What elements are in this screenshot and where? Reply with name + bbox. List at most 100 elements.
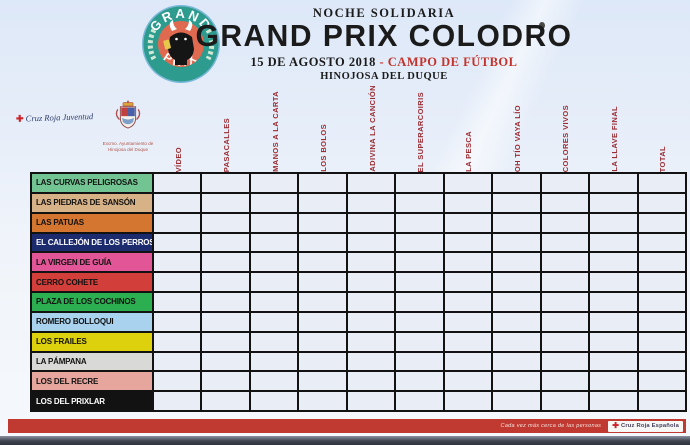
score-cell <box>250 332 298 351</box>
team-label: LAS CURVAS PELIGROSAS <box>32 174 152 192</box>
column-header-label: LA LLAVE FINAL <box>609 106 619 172</box>
score-cell <box>590 392 637 410</box>
event-title: GRAND PRIX COLODRO <box>195 19 573 54</box>
score-cell <box>493 273 540 291</box>
column-header: LA LLAVE FINAL <box>590 86 638 172</box>
score-cell <box>444 213 492 232</box>
red-cross-icon: ✚ <box>15 113 24 124</box>
red-cross-brand-icon: ✚ <box>612 421 619 430</box>
score-cell <box>444 253 492 272</box>
score-cell <box>154 352 201 371</box>
council-name: Excmo. Ayuntamiento de Hinojosa del Duqu… <box>100 141 156 152</box>
column-header-label: OH TÍO VAYA LÍO <box>512 104 522 172</box>
score-cell <box>396 213 443 232</box>
team-label: LAS PATUAS <box>32 213 152 232</box>
score-cell <box>444 392 492 410</box>
score-cell <box>299 293 346 311</box>
column-header: PASACALLES <box>202 86 250 172</box>
column-header-label: TOTAL <box>658 145 668 172</box>
score-cell <box>493 213 540 232</box>
score-cell <box>590 352 637 371</box>
column-header: EL SUPERARCOIRIS <box>396 86 444 172</box>
score-cell <box>493 253 540 272</box>
score-cell <box>202 273 249 291</box>
score-cell <box>154 213 201 232</box>
score-cell <box>590 273 637 291</box>
score-cell <box>299 233 346 252</box>
score-cell <box>590 312 637 331</box>
score-cell <box>541 193 589 212</box>
score-cell <box>250 352 298 371</box>
column-header: LA PESCA <box>445 86 493 172</box>
score-cell <box>493 293 540 311</box>
column-header-label: COLORES VIVOS <box>561 104 571 172</box>
score-cell <box>638 332 685 351</box>
column-header-label: ADIVINA LA CANCIÓN <box>367 85 377 172</box>
score-cell <box>541 312 589 331</box>
column-header-label: PASACALLES <box>222 117 232 172</box>
score-cell <box>541 352 589 371</box>
score-cell <box>444 273 492 291</box>
score-cell <box>396 312 443 331</box>
footer-banner: Cada vez más cerca de las personas ✚ Cru… <box>8 419 686 433</box>
team-label: LOS DEL RECRE <box>32 372 152 391</box>
score-cell <box>347 273 395 291</box>
score-cell <box>396 253 443 272</box>
score-cell <box>493 193 540 212</box>
score-cell <box>299 253 346 272</box>
score-cell <box>202 253 249 272</box>
score-cell <box>202 293 249 311</box>
council-crest-icon <box>115 100 141 129</box>
score-cell <box>638 312 685 331</box>
score-cell <box>493 332 540 351</box>
score-cell <box>154 372 201 391</box>
column-header: ADIVINA LA CANCIÓN <box>348 85 396 172</box>
score-cell <box>444 312 492 331</box>
column-header-label: VÍDEO <box>173 146 183 172</box>
footer-slogan: Cada vez más cerca de las personas <box>500 423 602 429</box>
column-header: VÍDEO <box>154 86 202 172</box>
column-header: COLORES VIVOS <box>542 86 590 172</box>
score-cell <box>154 392 201 410</box>
score-cell <box>347 352 395 371</box>
score-cell <box>396 273 443 291</box>
score-cell <box>638 233 685 252</box>
team-label: LA PÁMPANA <box>32 352 152 371</box>
column-header-label: LA PESCA <box>464 131 474 172</box>
score-cell <box>299 312 346 331</box>
score-cell <box>444 352 492 371</box>
score-cell <box>541 293 589 311</box>
score-cell <box>638 193 685 212</box>
team-label: LOS FRAILES <box>32 332 152 351</box>
council-name-line2: Hinojosa del Duque <box>107 146 149 152</box>
score-cell <box>299 392 346 410</box>
score-cell <box>202 332 249 351</box>
score-cell <box>541 253 589 272</box>
score-table: LAS CURVAS PELIGROSAS LAS PIEDRAS DE SANS… <box>30 172 687 412</box>
score-cell <box>396 174 443 192</box>
column-header: TOTAL <box>639 86 687 172</box>
score-cell <box>444 193 492 212</box>
score-cell <box>590 293 637 311</box>
column-headers: VÍDEO PASACALLES MANOS A LA CARTA LOS BOLOS… <box>154 85 687 172</box>
score-cell <box>250 312 298 331</box>
score-cell <box>250 253 298 272</box>
score-cell <box>250 372 298 391</box>
score-cell <box>590 332 637 351</box>
score-cell <box>590 193 637 212</box>
score-cell <box>493 352 540 371</box>
score-cell <box>250 174 298 192</box>
logo-badge-icon: GRAND PRIX <box>142 5 220 83</box>
score-cell <box>250 213 298 232</box>
score-cell <box>541 392 589 410</box>
score-cell <box>541 213 589 232</box>
score-cell <box>541 372 589 391</box>
score-cell <box>347 233 395 252</box>
column-header-label: LOS BOLOS <box>319 124 329 172</box>
score-cell <box>493 233 540 252</box>
score-cell <box>202 372 249 391</box>
score-cell <box>493 312 540 331</box>
bull-icon <box>163 20 194 65</box>
score-cell <box>347 312 395 331</box>
